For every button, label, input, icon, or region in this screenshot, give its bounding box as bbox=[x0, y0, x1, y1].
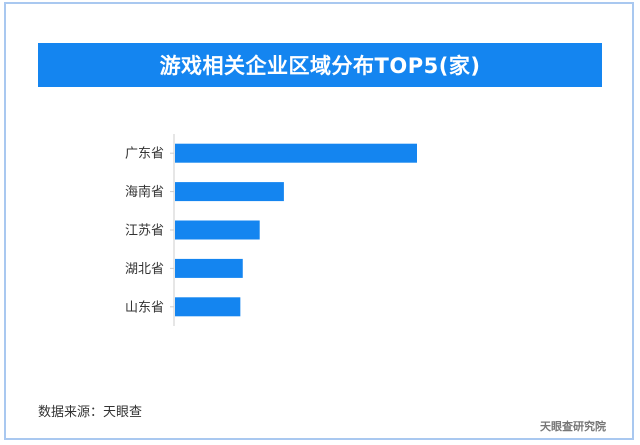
category-label: 湖北省 bbox=[125, 262, 164, 277]
bar-5 bbox=[175, 297, 241, 317]
chart-title-bar: 游戏相关企业区域分布TOP5(家) bbox=[38, 43, 602, 87]
bar-1 bbox=[175, 143, 417, 163]
category-label: 江苏省 bbox=[125, 223, 164, 239]
watermark-logo: 天眼查研究院 bbox=[540, 420, 606, 433]
chart-title: 游戏相关企业区域分布TOP5(家) bbox=[159, 54, 481, 78]
category-label: 山东省 bbox=[125, 300, 164, 315]
category-label: 海南省 bbox=[125, 184, 164, 200]
source-note: 数据来源：天眼查 bbox=[38, 405, 143, 420]
bar-4 bbox=[175, 258, 243, 278]
bar-3 bbox=[175, 220, 260, 240]
category-label: 广东省 bbox=[125, 147, 164, 162]
bar-2 bbox=[175, 182, 284, 202]
